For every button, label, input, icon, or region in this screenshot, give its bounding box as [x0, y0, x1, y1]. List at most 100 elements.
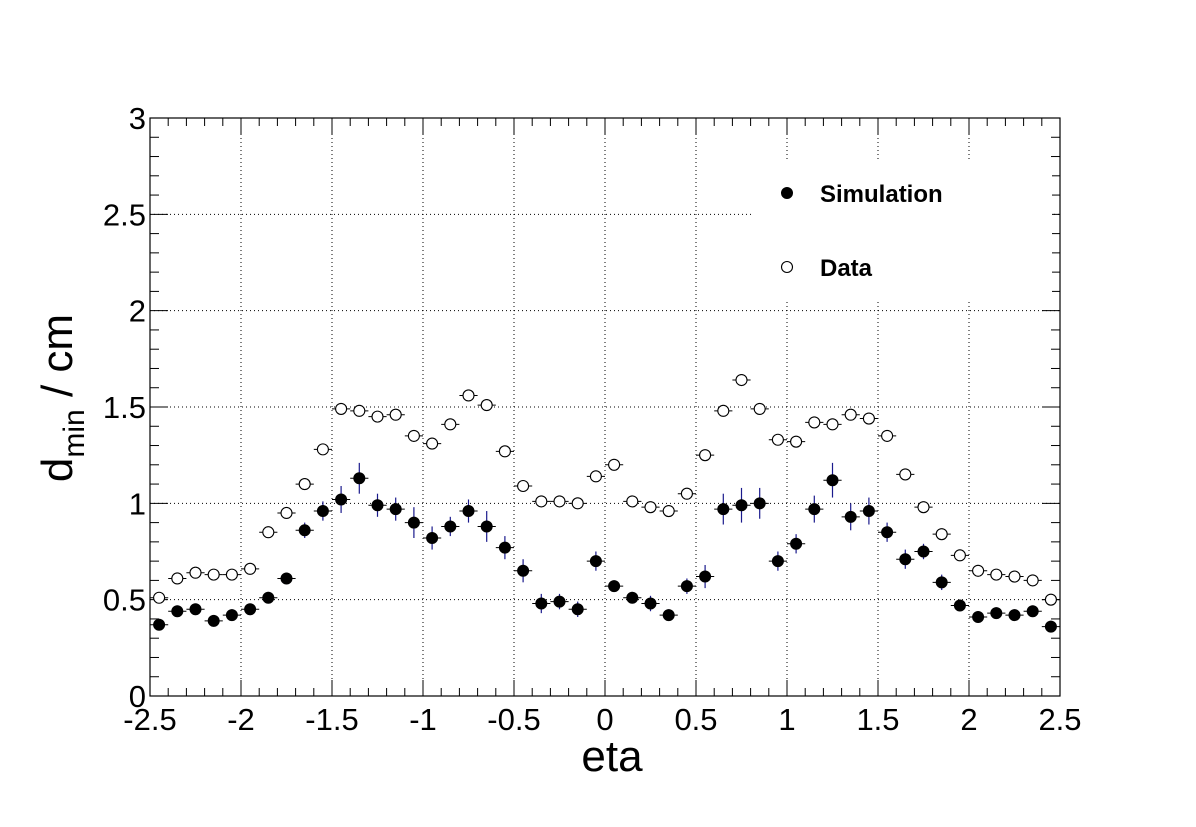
legend-label: Data: [820, 255, 873, 282]
simulation-point: [462, 505, 475, 518]
data-point: [935, 528, 948, 541]
simulation-point: [589, 555, 602, 568]
y-tick-labels: 0 0.5 1 1.5 2 2.5 3: [103, 101, 146, 714]
x-tick-label: -2: [227, 702, 255, 737]
simulation-point: [444, 520, 457, 533]
simulation-point: [407, 516, 420, 529]
data-point: [953, 549, 966, 562]
data-point: [244, 562, 257, 575]
simulation-point: [426, 532, 439, 545]
simulation-point: [1026, 605, 1039, 618]
simulation-point: [1044, 620, 1057, 633]
data-point: [862, 412, 875, 425]
simulation-point: [353, 472, 366, 485]
simulation-point: [171, 605, 184, 618]
simulation-point: [699, 570, 712, 583]
x-tick-label: 1.5: [856, 702, 899, 737]
data-point: [790, 435, 803, 448]
data-series: [150, 373, 1060, 633]
data-point: [608, 458, 621, 471]
data-point: [1026, 574, 1039, 587]
data-point: [826, 418, 839, 431]
simulation-point: [735, 499, 748, 512]
x-tick-labels: -2.5 -2 -1.5 -1 -0.5 0 0.5 1 1.5 2 2.5: [123, 702, 1081, 737]
simulation-point: [535, 597, 548, 610]
data-point: [189, 566, 202, 579]
simulation-point: [335, 493, 348, 506]
data-point: [171, 572, 184, 585]
x-axis-title: eta: [581, 732, 643, 781]
data-point: [480, 399, 493, 412]
simulation-point: [153, 618, 166, 631]
simulation-point: [790, 537, 803, 550]
data-point: [771, 433, 784, 446]
x-tick-label: 1: [778, 702, 795, 737]
legend-background: [752, 162, 1052, 300]
x-tick-label: -0.5: [487, 702, 540, 737]
simulation-point: [280, 572, 293, 585]
data-point: [571, 497, 584, 510]
simulation-point: [608, 580, 621, 593]
axis-ticks: [149, 117, 1061, 697]
data-point: [644, 501, 657, 514]
data-point: [280, 506, 293, 520]
data-point: [517, 479, 530, 493]
data-point: [1008, 570, 1021, 583]
simulation-point: [881, 526, 894, 539]
y-axis-title-subscript: min: [58, 409, 91, 457]
legend-marker-simulation: [781, 187, 793, 199]
simulation-point: [990, 607, 1003, 620]
data-point: [316, 443, 329, 456]
data-point: [917, 501, 930, 514]
simulation-point: [972, 611, 985, 624]
legend-label: Simulation: [820, 181, 943, 208]
y-tick-label: 2.5: [103, 197, 146, 232]
simulation-point: [298, 524, 311, 537]
y-tick-label: 2: [129, 294, 146, 329]
simulation-point: [644, 597, 657, 610]
simulation-point: [899, 553, 912, 566]
simulation-point: [935, 576, 948, 589]
simulation-point: [717, 503, 730, 516]
y-tick-label: 1.5: [103, 390, 146, 425]
data-point: [444, 418, 457, 431]
y-axis-title: dmin / cm: [33, 314, 91, 482]
y-tick-label: 0.5: [103, 583, 146, 618]
y-axis-title-suffix: / cm: [33, 314, 82, 409]
simulation-point: [680, 580, 693, 593]
data-point: [535, 495, 548, 508]
data-point: [899, 468, 912, 481]
x-tick-label: -1.5: [305, 702, 358, 737]
data-point: [753, 402, 766, 415]
data-point: [207, 568, 220, 581]
data-point: [262, 526, 275, 539]
x-tick-label: 2.5: [1038, 702, 1081, 737]
simulation-point: [207, 614, 220, 627]
simulation-point: [553, 595, 566, 608]
data-point: [389, 408, 402, 421]
data-point: [881, 429, 894, 442]
simulation-point: [389, 503, 402, 516]
simulation-point: [262, 591, 275, 604]
data-point: [972, 564, 985, 577]
x-tick-label: 0: [596, 702, 613, 737]
y-tick-label: 3: [129, 101, 146, 136]
simulation-point: [826, 474, 839, 487]
data-point: [407, 429, 420, 442]
y-tick-label: 1: [129, 486, 146, 521]
data-point: [844, 408, 857, 421]
data-point: [808, 416, 821, 429]
data-point: [589, 470, 602, 483]
simulation-point: [244, 603, 257, 616]
data-point: [225, 568, 238, 581]
simulation-point: [953, 599, 966, 612]
data-point: [662, 504, 675, 518]
simulation-point: [917, 545, 930, 558]
simulation-point: [1008, 609, 1021, 622]
data-point: [699, 449, 712, 462]
data-point: [626, 495, 639, 508]
simulation-point: [480, 520, 493, 533]
x-tick-label: 0.5: [674, 702, 717, 737]
